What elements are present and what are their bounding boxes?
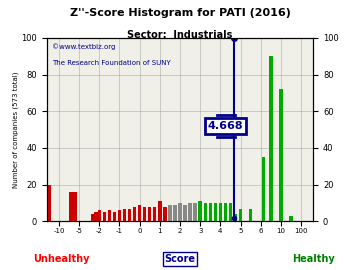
- Bar: [163, 207, 167, 221]
- Bar: [148, 207, 152, 221]
- Bar: [224, 203, 227, 221]
- Text: ©www.textbiz.org: ©www.textbiz.org: [52, 43, 116, 50]
- Bar: [143, 207, 147, 221]
- Bar: [69, 192, 73, 221]
- Bar: [133, 207, 136, 221]
- Bar: [249, 208, 252, 221]
- Bar: [279, 89, 283, 221]
- Bar: [269, 56, 273, 221]
- Text: The Research Foundation of SUNY: The Research Foundation of SUNY: [52, 60, 171, 66]
- Bar: [103, 212, 106, 221]
- Bar: [47, 203, 50, 221]
- Bar: [208, 203, 212, 221]
- Text: Score: Score: [165, 254, 195, 264]
- Text: Healthy: Healthy: [292, 254, 334, 264]
- Bar: [47, 185, 50, 221]
- Bar: [213, 203, 217, 221]
- Bar: [158, 201, 162, 221]
- Bar: [188, 203, 192, 221]
- Bar: [183, 205, 187, 221]
- Bar: [128, 208, 131, 221]
- Bar: [153, 207, 157, 221]
- Bar: [178, 203, 182, 221]
- Bar: [289, 216, 293, 221]
- Text: Unhealthy: Unhealthy: [33, 254, 89, 264]
- Y-axis label: Number of companies (573 total): Number of companies (573 total): [12, 71, 19, 188]
- Bar: [193, 203, 197, 221]
- Bar: [203, 203, 207, 221]
- Text: Sector:  Industrials: Sector: Industrials: [127, 30, 233, 40]
- Bar: [168, 205, 172, 221]
- Text: 4.668: 4.668: [208, 121, 243, 131]
- Bar: [123, 208, 126, 221]
- Bar: [98, 210, 101, 221]
- Bar: [219, 203, 222, 221]
- Bar: [73, 192, 77, 221]
- Bar: [234, 214, 237, 221]
- Bar: [113, 212, 116, 221]
- Bar: [138, 205, 141, 221]
- Bar: [118, 210, 121, 221]
- Bar: [108, 210, 111, 221]
- Bar: [94, 212, 98, 221]
- Bar: [198, 201, 202, 221]
- Text: Z''-Score Histogram for PATI (2016): Z''-Score Histogram for PATI (2016): [69, 8, 291, 18]
- Bar: [229, 203, 232, 221]
- Bar: [261, 157, 265, 221]
- Bar: [173, 205, 177, 221]
- Bar: [239, 208, 242, 221]
- Bar: [91, 214, 94, 221]
